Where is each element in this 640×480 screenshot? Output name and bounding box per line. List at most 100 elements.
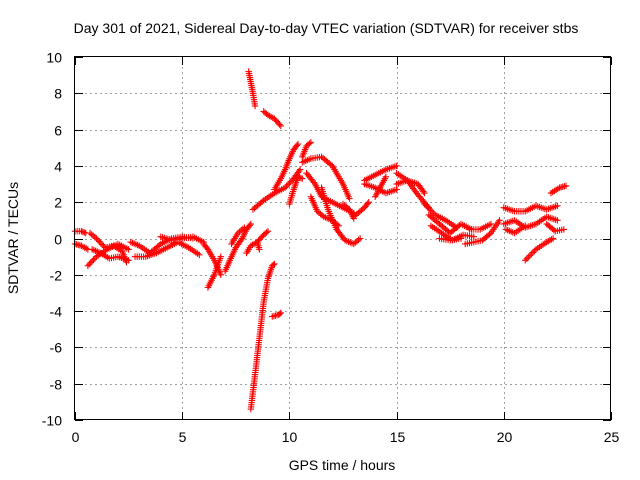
x-tick-label: 20 [497,429,513,445]
data-point [276,121,283,128]
data-point [562,182,570,190]
y-tick-label: 8 [54,86,62,102]
data-point [247,220,255,228]
data-point [529,249,537,256]
data-point [420,188,427,195]
y-tick-label: -10 [42,413,62,429]
y-tick-label: -6 [50,340,63,356]
data-point [276,310,283,318]
data-point [531,247,538,255]
data-point [356,235,364,242]
data-point [296,174,303,181]
y-tick-label: 10 [46,50,62,66]
data-point [86,261,93,268]
axis-ticks: -10 -8 -6 -4 -2 0 2 4 6 8 10 0 5 10 15 20 25 [42,50,620,446]
data-point [287,178,295,185]
data-point [526,252,534,259]
data-point [306,140,313,147]
data-point [283,182,290,190]
x-tick-label: 0 [72,429,80,445]
x-tick-label: 25 [604,429,620,445]
data-point [549,235,557,242]
data-point [90,256,97,263]
data-point [294,140,302,148]
chart-title: Day 301 of 2021, Sidereal Day-to-day VTE… [74,20,579,36]
data-point [251,102,259,110]
data-point [310,179,318,186]
data-point [286,179,293,187]
data-point [217,253,224,260]
data-point [307,139,315,146]
data-point [271,260,278,268]
data-point [241,224,248,231]
data-point [196,251,203,259]
data-point [277,309,285,317]
data-point [284,181,292,188]
data-point [258,198,266,205]
data-point [270,261,277,269]
data-point [125,257,132,264]
data-points [71,68,570,413]
data-point [296,166,304,173]
data-point [156,242,163,249]
y-tick-label: 6 [54,123,62,139]
data-point [299,175,306,182]
x-tick-label: 10 [282,429,298,445]
data-point [424,203,431,211]
y-tick-label: -2 [50,268,63,284]
grid [75,57,611,420]
data-point [525,253,532,261]
y-tick-label: 4 [54,159,62,175]
data-point [93,235,100,242]
data-point [79,228,87,236]
data-point [246,222,253,229]
data-point [91,254,99,262]
data-point [97,239,104,247]
data-point [425,205,433,212]
data-point [528,250,535,258]
y-tick-label: 2 [54,195,62,211]
data-point [263,229,270,236]
data-point [393,162,400,170]
data-point [422,202,430,209]
data-point [237,236,245,244]
data-point [430,210,437,217]
x-tick-label: 15 [390,429,406,445]
data-point [365,199,372,206]
data-point [421,200,428,208]
data-point [382,173,390,180]
data-point [295,167,303,175]
data-point [294,173,302,180]
data-point [293,142,301,149]
plot-frame [74,56,611,420]
data-point [421,189,428,197]
data-point [217,271,224,278]
data-point [125,246,132,253]
data-point [550,226,558,234]
data-point [560,226,568,233]
data-point [554,217,561,224]
data-point [522,257,529,264]
data-point [470,233,477,240]
data-point [554,202,561,210]
data-point [487,220,495,228]
y-tick-label: -8 [50,377,63,393]
x-tick-label: 5 [179,429,187,445]
y-axis-label: SDTVAR / TECUs [5,182,21,294]
data-point [364,200,371,207]
data-point [94,236,102,244]
data-point [522,222,529,229]
data-point [281,184,289,191]
data-point [88,257,96,265]
data-point [427,207,434,214]
data-point [496,217,503,224]
data-point [264,228,272,235]
data-point [277,122,285,130]
x-axis-label: GPS time / hours [289,457,396,473]
data-point [297,174,305,182]
data-point [84,262,92,269]
y-tick-label: 0 [54,232,62,248]
y-tick-label: -4 [50,304,63,320]
data-point [457,235,465,242]
